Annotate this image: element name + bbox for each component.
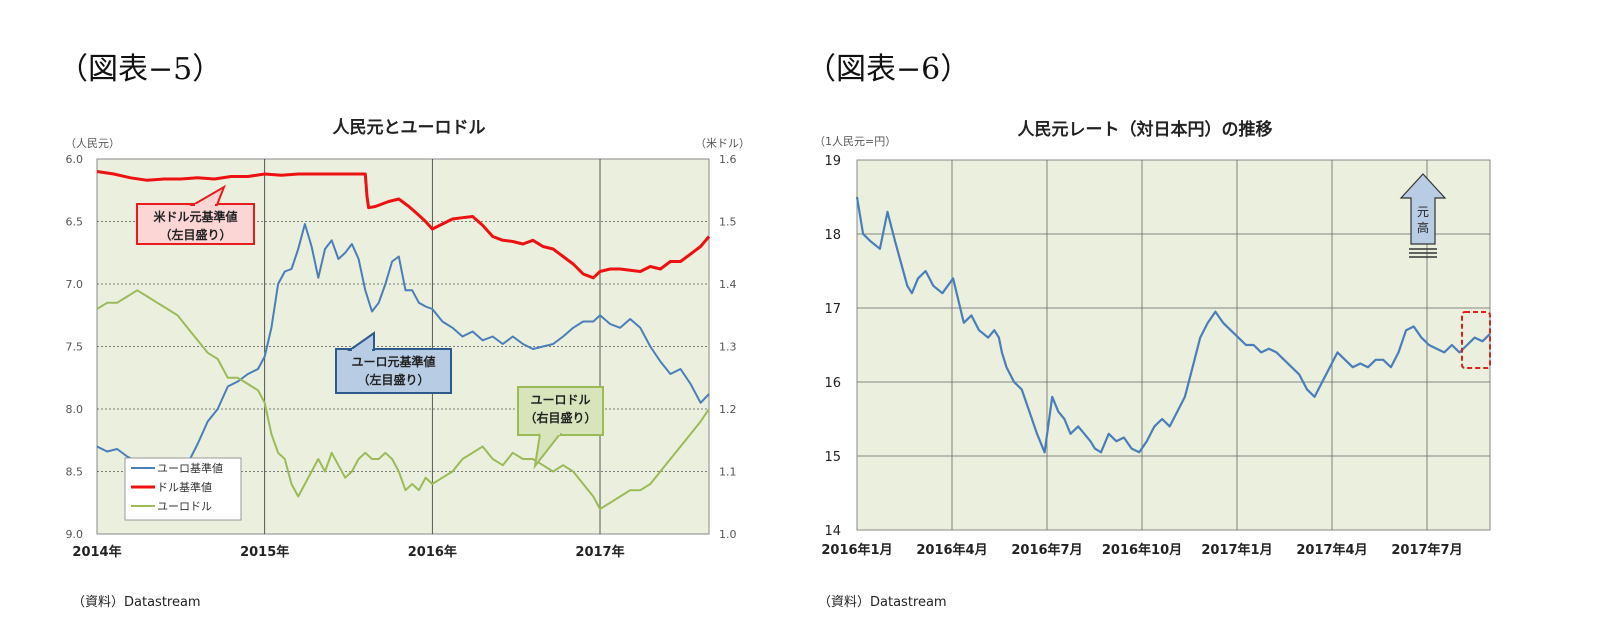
- series-line: [855, 196, 1491, 454]
- y-right-tick-label: 1.3: [719, 341, 737, 354]
- callout-text: 米ドル元基準値: [153, 209, 237, 224]
- callout-text: （右目盛り）: [524, 410, 596, 425]
- y-left-tick-label: 6.0: [66, 153, 84, 166]
- y-left-tick-label: 6.5: [66, 216, 84, 229]
- chart-title: 人民元レート（対日本円）の推移: [1018, 119, 1273, 140]
- y-right-tick-label: 1.2: [719, 403, 737, 416]
- callout-box: [335, 348, 452, 394]
- y-left-tick-label: 9.0: [66, 528, 84, 541]
- y-right-tick-label: 1.5: [719, 216, 737, 229]
- chart-rmb-jpy: 19 18 17 16 15 14 2016年1月 2016年4月 2016年7月 2016年10…: [814, 119, 1491, 558]
- callout-text: （左目盛り）: [159, 227, 231, 242]
- y-tick-label: 19: [824, 154, 841, 169]
- plot-area: [856, 159, 1491, 531]
- y-right-tick-label: 1.6: [719, 153, 737, 166]
- arrow-up-icon: [1399, 173, 1447, 245]
- y-axis-label: （1人民元=円）: [814, 135, 896, 148]
- series-line: [96, 170, 711, 280]
- y-tick-label: 18: [824, 228, 841, 243]
- y-left-unit: （人民元）: [65, 137, 120, 150]
- chart-title: 人民元とユーロドル: [333, 118, 486, 138]
- y-left-tick-label: 8.5: [66, 466, 84, 479]
- legend-entry: ドル基準値: [157, 480, 212, 494]
- x-tick-label: 2016年1月: [821, 542, 892, 558]
- callout-text: （左目盛り）: [357, 372, 429, 387]
- arrow-label-char: 元: [1417, 205, 1429, 219]
- x-tick-label: 2016年7月: [1011, 542, 1082, 558]
- highlight-box: [1461, 311, 1491, 369]
- y-left-tick-label: 7.0: [66, 278, 84, 291]
- x-tick-label: 2017年4月: [1296, 542, 1367, 558]
- series-line: [96, 289, 710, 510]
- y-left-tick-label: 8.0: [66, 403, 84, 416]
- x-tick-label: 2017年7月: [1391, 542, 1462, 558]
- y-right-unit: （米ドル）: [695, 137, 750, 150]
- x-tick-label: 2016年4月: [916, 542, 987, 558]
- y-tick-label: 15: [824, 450, 841, 465]
- y-left-tick-label: 7.5: [66, 341, 84, 354]
- y-right-tick-label: 1.1: [719, 466, 737, 479]
- y-tick-label: 16: [824, 376, 841, 391]
- figure-6-label: （図表−6）: [806, 52, 971, 87]
- x-tick-label: 2014年: [72, 544, 121, 560]
- x-tick-label: 2017年1月: [1201, 542, 1272, 558]
- y-right-tick-label: 1.0: [719, 528, 737, 541]
- x-tick-label: 2016年: [408, 544, 457, 560]
- x-tick-label: 2017年: [575, 544, 624, 560]
- x-tick-label: 2016年10月: [1102, 542, 1182, 558]
- chart1-source: （資料）Datastream: [72, 595, 201, 610]
- chart-euro-dollar-panel: 6.0 1.6 6.5 1.5 7.0 1.4 7.5 1.3 8.0 1.2 8.5 1.1 9.0 1…: [0, 0, 780, 600]
- callout-box: [517, 386, 604, 436]
- figure-5-label: （図表−5）: [58, 52, 223, 87]
- callout-text: ユーロドル: [530, 393, 590, 407]
- x-tick-label: 2015年: [240, 544, 289, 560]
- chart2-source: （資料）Datastream: [818, 595, 947, 610]
- chart-euro-dollar: 6.0 1.6 6.5 1.5 7.0 1.4 7.5 1.3 8.0 1.2 8.5 1.1 9.0 1…: [65, 118, 750, 560]
- y-tick-label: 14: [824, 524, 841, 539]
- y-right-tick-label: 1.4: [719, 278, 737, 291]
- legend-entry: ユーロ基準値: [157, 461, 223, 475]
- series-line: [96, 223, 710, 468]
- arrow-label-char: 高: [1417, 220, 1429, 235]
- y-tick-label: 17: [824, 302, 841, 317]
- callout-text: ユーロ元基準値: [351, 354, 435, 369]
- legend-entry: ユーロドル: [157, 500, 212, 513]
- chart-rmb-jpy-panel: 19 18 17 16 15 14 2016年1月 2016年4月 2016年7月 2016年10…: [814, 119, 1491, 558]
